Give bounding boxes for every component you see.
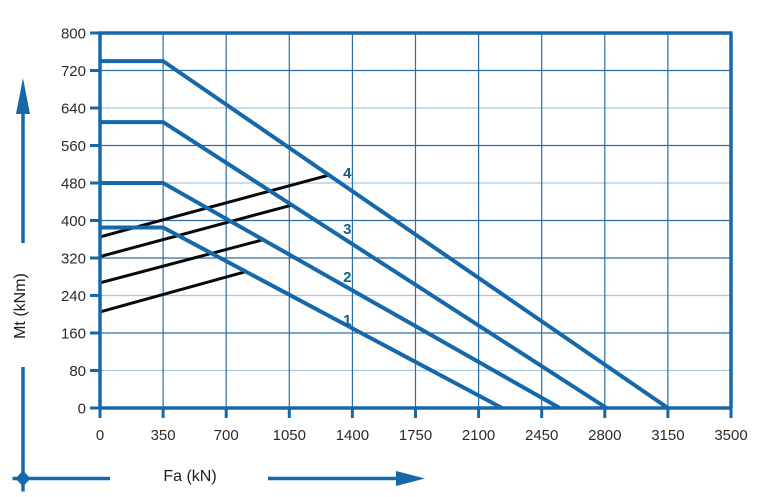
y-tick-label-400: 400: [61, 213, 86, 230]
black-line-1: [99, 270, 247, 314]
curve-4: [100, 59, 670, 410]
x-tick-label-1400: 1400: [336, 427, 369, 444]
x-tick-label-3150: 3150: [651, 427, 684, 444]
curve-2: [100, 181, 561, 410]
arrow-right-icon: [396, 471, 425, 486]
black-line-2: [99, 238, 264, 285]
y-tick-label-240: 240: [61, 288, 86, 305]
diamond-icon: [15, 470, 31, 487]
x-tick-label-700: 700: [214, 427, 239, 444]
y-tick-label-320: 320: [61, 251, 86, 268]
curve-label-3: 3: [343, 221, 351, 238]
x-tick-label-1050: 1050: [273, 427, 306, 444]
black-line-3: [99, 203, 293, 259]
y-tick-label-160: 160: [61, 326, 86, 343]
x-tick-label-3500: 3500: [714, 427, 747, 444]
x-tick-label-350: 350: [151, 427, 176, 444]
x-tick-label-2800: 2800: [588, 427, 621, 444]
arrow-up-icon: [16, 78, 30, 114]
curve-label-2: 2: [343, 269, 351, 286]
y-tick-label-640: 640: [61, 101, 86, 118]
y-axis-title: Mt (kNm): [12, 273, 29, 339]
y-tick-label-0: 0: [78, 401, 86, 418]
y-tick-label-720: 720: [61, 63, 86, 80]
x-axis-title: Fa (kN): [163, 468, 217, 485]
x-tick-label-2450: 2450: [525, 427, 558, 444]
curve-label-4: 4: [343, 165, 352, 182]
y-tick-label-800: 800: [61, 26, 86, 43]
x-tick-label-1750: 1750: [399, 427, 432, 444]
curve-label-1: 1: [343, 312, 351, 329]
y-tick-label-480: 480: [61, 176, 86, 193]
curve-1: [100, 225, 503, 410]
x-tick-label-2100: 2100: [462, 427, 495, 444]
x-tick-label-0: 0: [96, 427, 104, 444]
curve-3: [100, 120, 608, 410]
y-tick-label-560: 560: [61, 138, 86, 155]
y-tick-label-80: 80: [69, 363, 86, 380]
